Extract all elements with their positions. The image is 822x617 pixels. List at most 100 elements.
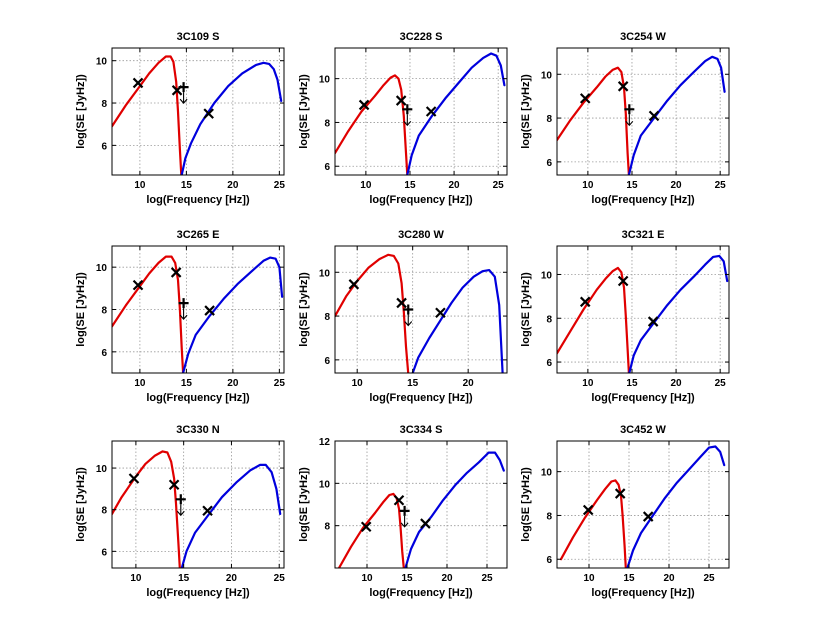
y-tick-label: 6 [101, 348, 107, 359]
upper-limit-marker [178, 298, 189, 309]
y-axis-label: log(SE [JyHz]) [520, 272, 532, 347]
synchrotron-curve [112, 450, 181, 568]
upper-limit-marker [402, 104, 413, 115]
data-point-marker [425, 106, 437, 117]
y-tick-label: 6 [101, 141, 107, 152]
upper-limit-arrow [400, 515, 409, 528]
y-tick-label: 6 [101, 547, 107, 558]
panel-title: 3C254 W [620, 31, 666, 43]
x-tick-label: 25 [493, 180, 505, 191]
x-axis-label: log(Frequency [Hz]) [146, 392, 250, 404]
data-point-marker [582, 504, 594, 516]
y-tick-label: 8 [101, 306, 107, 317]
synchrotron-curve [557, 66, 631, 175]
panel-title: 3C265 E [177, 229, 220, 241]
data-point-marker [203, 108, 214, 119]
y-tick-label: 10 [541, 70, 553, 81]
y-tick-label: 8 [546, 511, 552, 522]
sed-panel: 10 15 20 25 6 8 10 3C228 S log(Frequency [Hz]) lo… [298, 31, 508, 206]
panel-title: 3C228 S [400, 31, 443, 43]
x-tick-label: 15 [181, 180, 193, 191]
data-point-marker [395, 95, 407, 106]
inverse-compton-curve [180, 463, 282, 568]
y-axis-label: log(SE [JyHz]) [298, 74, 310, 149]
y-tick-label: 6 [546, 358, 552, 369]
x-tick-label: 15 [404, 180, 416, 191]
y-tick-label: 8 [324, 312, 330, 323]
panel-title: 3C280 W [398, 229, 444, 241]
x-tick-label: 20 [441, 573, 453, 584]
y-axis-label: log(SE [JyHz]) [298, 467, 310, 542]
y-tick-label: 10 [541, 270, 553, 281]
y-tick-label: 10 [319, 75, 331, 86]
data-point-marker [170, 267, 182, 278]
y-tick-label: 6 [546, 158, 552, 169]
x-tick-label: 20 [463, 378, 475, 389]
x-axis-label: log(Frequency [Hz]) [369, 392, 473, 404]
data-point-marker [642, 511, 654, 522]
synchrotron-curve [559, 479, 627, 568]
y-axis-label: log(SE [JyHz]) [75, 272, 87, 347]
panel-title: 3C452 W [620, 424, 666, 436]
data-point-marker [579, 93, 591, 104]
data-point-marker [647, 316, 659, 327]
x-tick-label: 25 [715, 378, 727, 389]
x-tick-label: 10 [134, 378, 146, 389]
y-tick-label: 6 [324, 162, 330, 173]
axes-frame [334, 245, 508, 374]
axes-frame [334, 47, 508, 176]
sed-panel: 10 15 20 25 6 8 10 3C330 N log(Frequency [Hz]) lo… [75, 424, 285, 599]
axes-frame [556, 245, 730, 374]
synchrotron-curve [112, 55, 183, 175]
x-tick-label: 25 [274, 180, 286, 191]
upper-limit-marker [178, 82, 189, 93]
y-axis-label: log(SE [JyHz]) [520, 467, 532, 542]
sed-panel: 10 15 20 25 6 8 10 3C321 E log(Frequency [Hz]) lo… [520, 229, 730, 404]
y-tick-label: 10 [541, 468, 553, 479]
x-tick-label: 20 [449, 180, 461, 191]
y-tick-label: 6 [324, 356, 330, 367]
inverse-compton-curve [627, 55, 726, 175]
x-axis-label: log(Frequency [Hz]) [591, 194, 695, 206]
x-tick-label: 10 [582, 378, 594, 389]
x-tick-label: 20 [227, 180, 239, 191]
upper-limit-marker [624, 104, 635, 115]
inverse-compton-curve [182, 256, 284, 373]
y-tick-label: 10 [96, 464, 108, 475]
data-point-marker [614, 488, 626, 499]
y-tick-label: 8 [101, 99, 107, 110]
data-point-marker [128, 473, 140, 484]
upper-limit-arrow [403, 114, 412, 127]
data-point-marker [396, 297, 407, 309]
x-tick-label: 15 [181, 378, 193, 389]
x-tick-label: 10 [352, 378, 364, 389]
x-tick-label: 15 [626, 180, 638, 191]
inverse-compton-curve [180, 61, 283, 175]
y-tick-label: 12 [319, 437, 331, 448]
x-tick-label: 10 [583, 573, 595, 584]
inverse-compton-curve [628, 254, 729, 373]
x-tick-label: 20 [671, 180, 683, 191]
data-point-marker [360, 521, 372, 533]
y-tick-label: 6 [546, 555, 552, 566]
y-tick-label: 10 [96, 57, 108, 68]
sed-panel: 10 15 20 25 8 10 12 3C334 S log(Frequency [Hz]) l… [298, 424, 508, 599]
data-point-marker [132, 77, 144, 89]
upper-limit-arrow [625, 114, 634, 127]
y-tick-label: 8 [101, 506, 107, 517]
x-axis-label: log(Frequency [Hz]) [591, 587, 695, 599]
upper-limit-arrow [179, 308, 188, 320]
x-tick-label: 10 [361, 573, 373, 584]
data-point-marker [168, 479, 180, 490]
upper-limit-marker [175, 494, 186, 505]
x-tick-label: 25 [703, 573, 715, 584]
x-tick-label: 15 [407, 378, 419, 389]
axes-frame [556, 440, 730, 569]
data-point-marker [617, 81, 629, 92]
y-axis-label: log(SE [JyHz]) [75, 467, 87, 542]
data-point-marker [132, 279, 144, 291]
x-tick-label: 15 [626, 378, 638, 389]
x-tick-label: 10 [360, 180, 372, 191]
upper-limit-marker [403, 304, 414, 315]
data-point-marker [435, 307, 446, 319]
